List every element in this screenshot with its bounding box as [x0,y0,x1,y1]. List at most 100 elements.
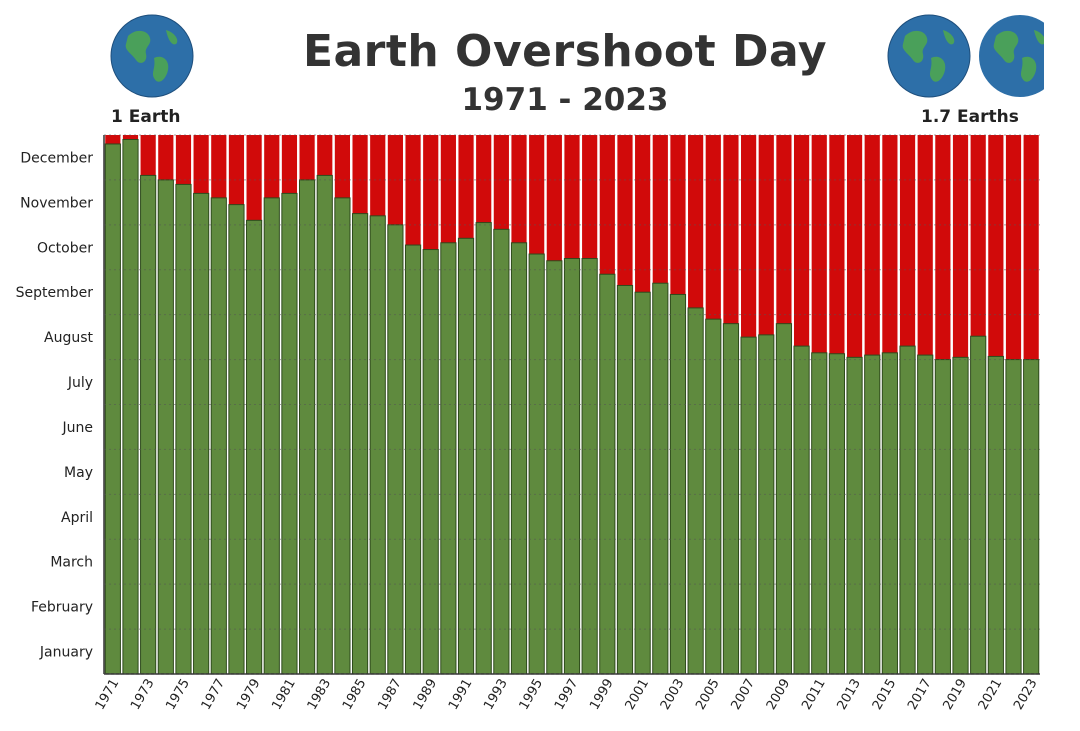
bar-overshoot-1974 [158,135,174,180]
bar-overshoot-2017 [917,135,933,356]
year-tick-label: 1977 [199,677,229,713]
bar-overshoot-1979 [246,135,262,221]
bar-overshoot-1983 [317,135,333,176]
bar-overshoot-2016 [899,135,916,347]
bar-overshoot-2003 [670,135,686,295]
bar-overshoot-2023 [1023,135,1039,360]
bar-within-budget-1996 [546,260,563,675]
bar-overshoot-1978 [228,135,245,205]
year-tick-label: 1971 [93,677,123,713]
bar-overshoot-2019 [952,135,969,358]
year-tick-label: 2001 [623,677,653,713]
year-tick-label: 2011 [799,677,829,713]
bar-within-budget-1988 [404,244,422,675]
bar-overshoot-2020 [970,135,986,337]
bar-overshoot-1973 [140,135,156,176]
bar-overshoot-2010 [793,135,810,347]
bar-overshoot-1996 [546,135,562,261]
bar-within-budget-1981 [281,192,298,675]
year-tick-label: 1973 [128,677,158,713]
bar-within-budget-1993 [493,228,510,675]
month-tick-label: June [62,420,94,436]
year-tick-label: 1983 [305,677,335,713]
globe-icon [979,15,1044,97]
year-tick-label: 1995 [517,677,547,713]
bar-within-budget-2016 [899,345,916,675]
bar-within-budget-2008 [758,334,775,675]
bar-overshoot-2013 [846,135,863,358]
bar-overshoot-2021 [988,135,1004,357]
bar-overshoot-1990 [440,135,456,243]
bar-overshoot-1997 [564,135,580,259]
bar-within-budget-1976 [193,192,210,675]
bar-within-budget-1984 [334,197,351,675]
year-tick-label: 1981 [269,677,299,713]
month-tick-label: January [39,645,93,661]
globe-icon [110,14,194,98]
year-tick-label: 1993 [481,677,511,713]
bar-overshoot-2004 [688,135,704,308]
month-tick-label: December [20,150,93,166]
year-tick-label: 1997 [552,677,582,713]
bar-within-budget-1986 [369,215,386,675]
bar-overshoot-1998 [582,135,598,259]
month-tick-label: February [31,600,93,616]
bar-overshoot-2002 [652,135,668,284]
bar-within-budget-2015 [881,352,898,675]
bar-within-budget-2000 [616,284,634,675]
bar-overshoot-1991 [458,135,474,239]
month-tick-label: July [67,375,93,391]
bar-within-budget-1980 [263,197,280,675]
bar-overshoot-2005 [705,135,721,320]
year-tick-label: 1987 [375,677,405,713]
bar-within-budget-2012 [828,353,845,675]
bar-overshoot-1971 [105,135,121,144]
one-earth-label: 1 Earth [111,107,181,127]
globe-partial [978,14,1044,98]
bar-overshoot-1975 [175,135,192,185]
earths-needed-label: 1.7 Earths [921,107,1019,127]
bar-overshoot-1977 [211,135,227,198]
bar-within-budget-1982 [299,179,316,675]
bar-within-budget-2004 [687,307,704,675]
bar-within-budget-1985 [351,213,369,675]
bar-overshoot-1972 [122,135,139,140]
year-tick-label: 2023 [1011,677,1041,713]
year-tick-label: 2003 [658,677,688,713]
bar-overshoot-1980 [264,135,280,198]
bar-within-budget-2005 [705,318,722,675]
bar-within-budget-2011 [811,352,828,675]
bar-within-budget-1997 [563,258,581,675]
bar-overshoot-1988 [405,135,421,246]
bar-overshoot-2014 [864,135,880,356]
bar-within-budget-1998 [581,258,598,675]
bar-overshoot-2000 [617,135,633,286]
year-tick-label: 2017 [905,677,935,713]
year-tick-label: 2019 [940,677,970,713]
bar-within-budget-1973 [140,174,157,675]
month-tick-label: March [50,555,93,571]
bar-overshoot-1992 [476,135,492,223]
year-tick-label: 2009 [764,677,794,713]
bar-overshoot-2018 [935,135,951,360]
year-tick-label: 1985 [340,677,370,713]
month-tick-label: September [16,285,94,301]
bar-overshoot-2022 [1005,135,1022,360]
bar-within-budget-1994 [510,242,528,675]
month-tick-label: April [61,510,93,526]
bar-within-budget-2014 [864,354,881,675]
bar-within-budget-1999 [599,273,616,675]
bar-within-budget-1992 [475,222,492,675]
bar-within-budget-1978 [228,204,245,675]
month-tick-label: November [20,195,93,211]
bar-overshoot-1989 [423,135,439,250]
bar-within-budget-2020 [970,335,987,675]
month-tick-label: October [37,240,93,256]
bar-overshoot-2008 [758,135,774,335]
year-tick-label: 1999 [587,677,617,713]
bar-overshoot-2012 [829,135,845,354]
bar-within-budget-2006 [722,323,740,675]
year-tick-label: 2013 [834,677,864,713]
bar-overshoot-1995 [529,135,545,255]
